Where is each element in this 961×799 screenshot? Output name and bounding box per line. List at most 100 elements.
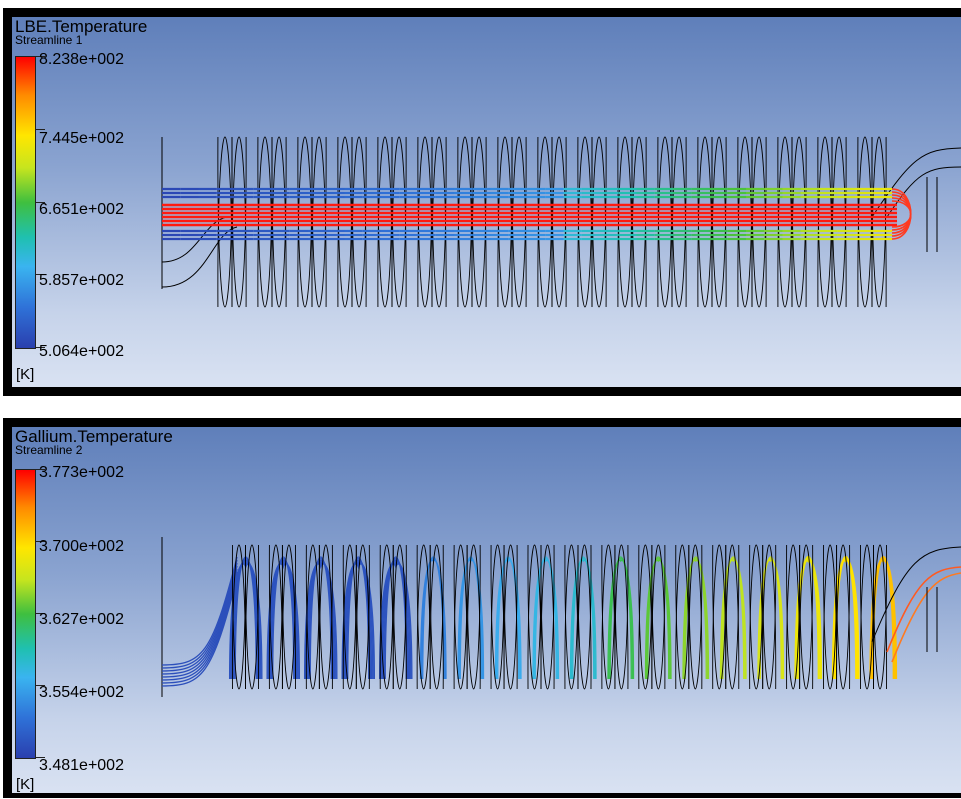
coil-outline-path: [836, 544, 851, 690]
streamline-inlet: [161, 559, 238, 669]
coil-outline-path: [857, 136, 873, 308]
coil-outline-path: [638, 544, 653, 690]
coil-outline-path: [671, 136, 687, 308]
gallium-viewport: Gallium.Temperature Streamline 2 3.773e+…: [12, 427, 961, 793]
streamline-coil-loop: [757, 559, 785, 680]
streamline-inlet: [161, 565, 238, 675]
gallium-streamline-scene: [161, 537, 961, 697]
coil-outline-path: [551, 136, 567, 308]
coil-outline-path: [786, 544, 801, 690]
coil-outline-path: [857, 136, 873, 308]
streamline-return-loop: [891, 200, 912, 228]
coil-outline-path: [751, 136, 767, 308]
coil-outline-path: [551, 136, 567, 308]
coil-outline-path: [831, 136, 847, 308]
coil-outline-path: [725, 544, 740, 690]
legend-tick: [35, 56, 45, 57]
coil-outline-path: [342, 544, 357, 690]
streamline-inlet: [161, 574, 238, 684]
coil-outline-path: [311, 136, 327, 308]
gallium-temperature-panel: Gallium.Temperature Streamline 2 3.773e+…: [3, 418, 961, 798]
coil-outline-path: [351, 136, 367, 308]
legend-tick-label: 7.445e+002: [39, 130, 124, 147]
coil-outline-path: [591, 136, 607, 308]
streamline-inlet: [161, 571, 238, 681]
coil-outline-path: [217, 136, 233, 308]
streamline-coil-loop: [647, 556, 670, 680]
legend-subtitle: Streamline 1: [15, 33, 83, 47]
outlet-pipe-line: [871, 147, 961, 218]
coil-outline-path: [762, 544, 777, 690]
coil-outline-path: [503, 544, 518, 690]
coil-outline-path: [311, 136, 327, 308]
coil-outline-path: [231, 544, 246, 690]
streamline-coil-loop: [794, 559, 823, 680]
coil-outline-path: [873, 544, 888, 690]
streamline-coil-loop: [608, 558, 634, 680]
coil-outline-path: [231, 136, 247, 308]
coil-outline-path: [503, 544, 518, 690]
coil-outline-path: [831, 136, 847, 308]
streamline-coil-loop: [343, 561, 373, 680]
legend-tick-label: 5.064e+002: [39, 343, 124, 360]
legend-tick: [35, 347, 45, 348]
coil-outline-path: [511, 136, 527, 308]
coil-outline-path: [490, 544, 505, 690]
legend-tick: [35, 129, 45, 130]
streamline-coil-loop: [342, 562, 374, 680]
coil-outline-path: [777, 136, 793, 308]
streamline-coil-loop: [309, 556, 332, 680]
coil-outline-path: [355, 544, 370, 690]
coil-outline-path: [737, 136, 753, 308]
streamline-coil-loop: [533, 558, 559, 680]
coil-outline-path: [631, 136, 647, 308]
coil-outline-path: [457, 136, 473, 308]
streamline-inlet: [161, 562, 238, 672]
coil-outline-path: [749, 544, 764, 690]
coil-outline-path: [337, 136, 353, 308]
coil-outline-path: [268, 544, 283, 690]
streamline-outlet: [886, 566, 961, 653]
coil-outline-path: [711, 136, 727, 308]
streamline-coil-loop: [495, 558, 521, 680]
coil-outline-path: [751, 136, 767, 308]
coil-outline-path: [617, 136, 633, 308]
legend-tick-label: 3.627e+002: [39, 611, 124, 628]
legend-title: LBE.Temperature: [15, 17, 148, 36]
legend-tick-label: 6.651e+002: [39, 201, 124, 218]
lbe-streamline-scene: [161, 136, 961, 308]
coil-outline-path: [431, 136, 447, 308]
coil-outline-path: [429, 544, 444, 690]
legend-tick: [35, 757, 45, 758]
color-legend-bar: [15, 469, 36, 759]
streamline-coil-loop: [380, 562, 412, 680]
coil-outline-path: [791, 136, 807, 308]
streamline-coil-loop: [644, 559, 672, 680]
coil-outline-path: [217, 136, 233, 308]
coil-outline-path: [631, 136, 647, 308]
outlet-pipe-line: [886, 166, 961, 218]
lbe-temperature-panel: LBE.Temperature Streamline 1 8.238e+002 …: [3, 8, 961, 396]
legend-tick: [35, 685, 45, 686]
coil-outline-path: [417, 136, 433, 308]
coil-outline-path: [817, 136, 833, 308]
streamline-coil-loop: [269, 559, 297, 680]
inlet-pipe-line: [161, 216, 228, 263]
coil-outline-path: [791, 136, 807, 308]
coil-outline-path: [860, 544, 875, 690]
coil-outline-path: [577, 544, 592, 690]
coil-outline-path: [871, 136, 887, 308]
legend-tick: [35, 613, 45, 614]
coil-outline-path: [497, 136, 513, 308]
streamline-coil-loop: [384, 556, 407, 680]
legend-tick-label: 3.554e+002: [39, 684, 124, 701]
coil-outline-path: [244, 544, 259, 690]
coil-outline-path: [540, 544, 555, 690]
coil-outline-path: [497, 136, 513, 308]
coil-outline-path: [377, 136, 393, 308]
coil-outline-path: [577, 136, 593, 308]
streamline-coil-loop: [270, 558, 296, 680]
coil-outline-path: [471, 136, 487, 308]
coil-outline-path: [527, 544, 542, 690]
streamline-coil-loop: [347, 556, 370, 680]
